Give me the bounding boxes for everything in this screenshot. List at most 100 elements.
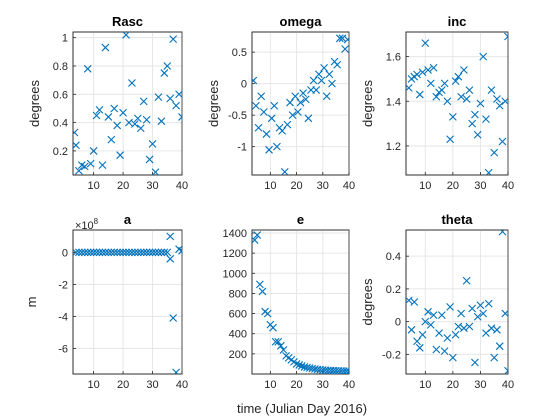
- data-point: [413, 70, 421, 79]
- data-point: [504, 32, 508, 41]
- data-point: [288, 111, 297, 120]
- data-point: [274, 337, 283, 346]
- data-point: [407, 325, 416, 334]
- x-tick-label: 10: [87, 180, 99, 192]
- data-point: [479, 309, 488, 318]
- x-tick-label: 40: [176, 379, 188, 391]
- data-point: [116, 248, 125, 257]
- x-tick-label: 40: [502, 180, 514, 192]
- data-series: [252, 34, 349, 175]
- y-tick-label: 0.5: [232, 47, 247, 59]
- data-point: [498, 230, 507, 236]
- data-point: [462, 95, 471, 103]
- data-point: [169, 35, 178, 43]
- y-axis-label: degrees: [27, 80, 42, 127]
- y-tick-label: 1400: [223, 228, 247, 240]
- data-point: [160, 69, 169, 77]
- data-point: [157, 248, 166, 257]
- data-point: [254, 123, 263, 132]
- data-point: [113, 121, 122, 130]
- plot-border: [251, 31, 350, 176]
- data-point: [465, 322, 474, 331]
- data-point: [448, 353, 457, 362]
- subplot-Rasc: 10 20 30 40 0.2 0.4 0.6 0.8 1 Rasc degrees: [27, 14, 188, 192]
- data-point: [104, 248, 113, 257]
- data-point: [504, 366, 508, 374]
- y-axis-label: degrees: [206, 80, 221, 127]
- x-tick-label: 20: [447, 379, 459, 391]
- data-point: [312, 86, 321, 94]
- plot-area: [251, 229, 350, 375]
- data-point: [426, 79, 435, 88]
- data-point: [142, 115, 151, 124]
- x-tick-label: 40: [176, 180, 188, 192]
- data-point: [258, 287, 267, 296]
- data-point: [145, 248, 154, 257]
- data-point: [343, 35, 349, 44]
- data-point: [86, 159, 95, 168]
- data-point: [465, 86, 474, 94]
- x-tick-label: 30: [317, 180, 329, 192]
- data-point: [148, 139, 157, 148]
- data-point: [451, 77, 460, 86]
- y-tick-label: 200: [229, 349, 247, 361]
- x-tick-label: 10: [87, 379, 99, 391]
- plot-area: [72, 31, 183, 176]
- data-point: [468, 304, 477, 313]
- y-tick-label: -4: [58, 311, 68, 323]
- data-point: [460, 324, 468, 333]
- y-tick-label: 600: [229, 309, 247, 321]
- data-point: [178, 246, 182, 255]
- data-point: [130, 248, 139, 257]
- data-point: [429, 311, 438, 319]
- data-point: [322, 92, 331, 101]
- data-point: [136, 124, 145, 133]
- data-point: [342, 367, 349, 374]
- data-point: [139, 248, 148, 257]
- data-point: [89, 248, 98, 257]
- data-point: [440, 79, 449, 88]
- data-point: [122, 248, 130, 257]
- data-point: [317, 76, 326, 85]
- data-point: [341, 45, 349, 53]
- data-point: [128, 248, 136, 257]
- data-point: [279, 345, 288, 354]
- data-point: [280, 167, 289, 175]
- subplot-grid: 10 20 30 40 0.2 0.4 0.6 0.8 1 Rasc degrees 10 20 30 40…: [24, 14, 514, 391]
- data-point: [92, 111, 101, 120]
- y-tick-label: 0: [395, 317, 401, 329]
- data-point: [75, 166, 83, 175]
- data-point: [437, 86, 446, 94]
- data-point: [166, 254, 175, 263]
- data-point: [484, 299, 493, 308]
- y-tick-label: 1000: [223, 268, 247, 280]
- y-tick-label: 1.4: [386, 96, 401, 108]
- y-tick-label: 0.8: [53, 61, 68, 73]
- subplot-title: a: [124, 212, 132, 227]
- data-point: [476, 301, 485, 310]
- data-point: [125, 118, 133, 127]
- data-point: [80, 248, 89, 257]
- data-point: [484, 168, 493, 175]
- data-point: [101, 248, 110, 257]
- y-tick-label: 0.2: [386, 284, 401, 296]
- data-point: [133, 248, 142, 257]
- plot-border: [251, 229, 350, 375]
- data-point: [154, 248, 163, 257]
- data-point: [446, 135, 454, 144]
- data-point: [101, 43, 110, 52]
- data-point: [501, 97, 508, 106]
- data-point: [273, 142, 281, 151]
- data-point: [345, 367, 349, 374]
- data-point: [460, 66, 468, 74]
- data-point: [130, 120, 139, 128]
- x-tick-label: 40: [343, 379, 355, 391]
- x-tick-label: 10: [419, 379, 431, 391]
- x-tick-label: 20: [447, 180, 459, 192]
- subplot-title: omega: [280, 14, 323, 29]
- data-point: [454, 72, 463, 81]
- data-point: [293, 108, 302, 116]
- data-point: [172, 101, 180, 110]
- data-point: [482, 115, 490, 124]
- data-point: [104, 113, 113, 121]
